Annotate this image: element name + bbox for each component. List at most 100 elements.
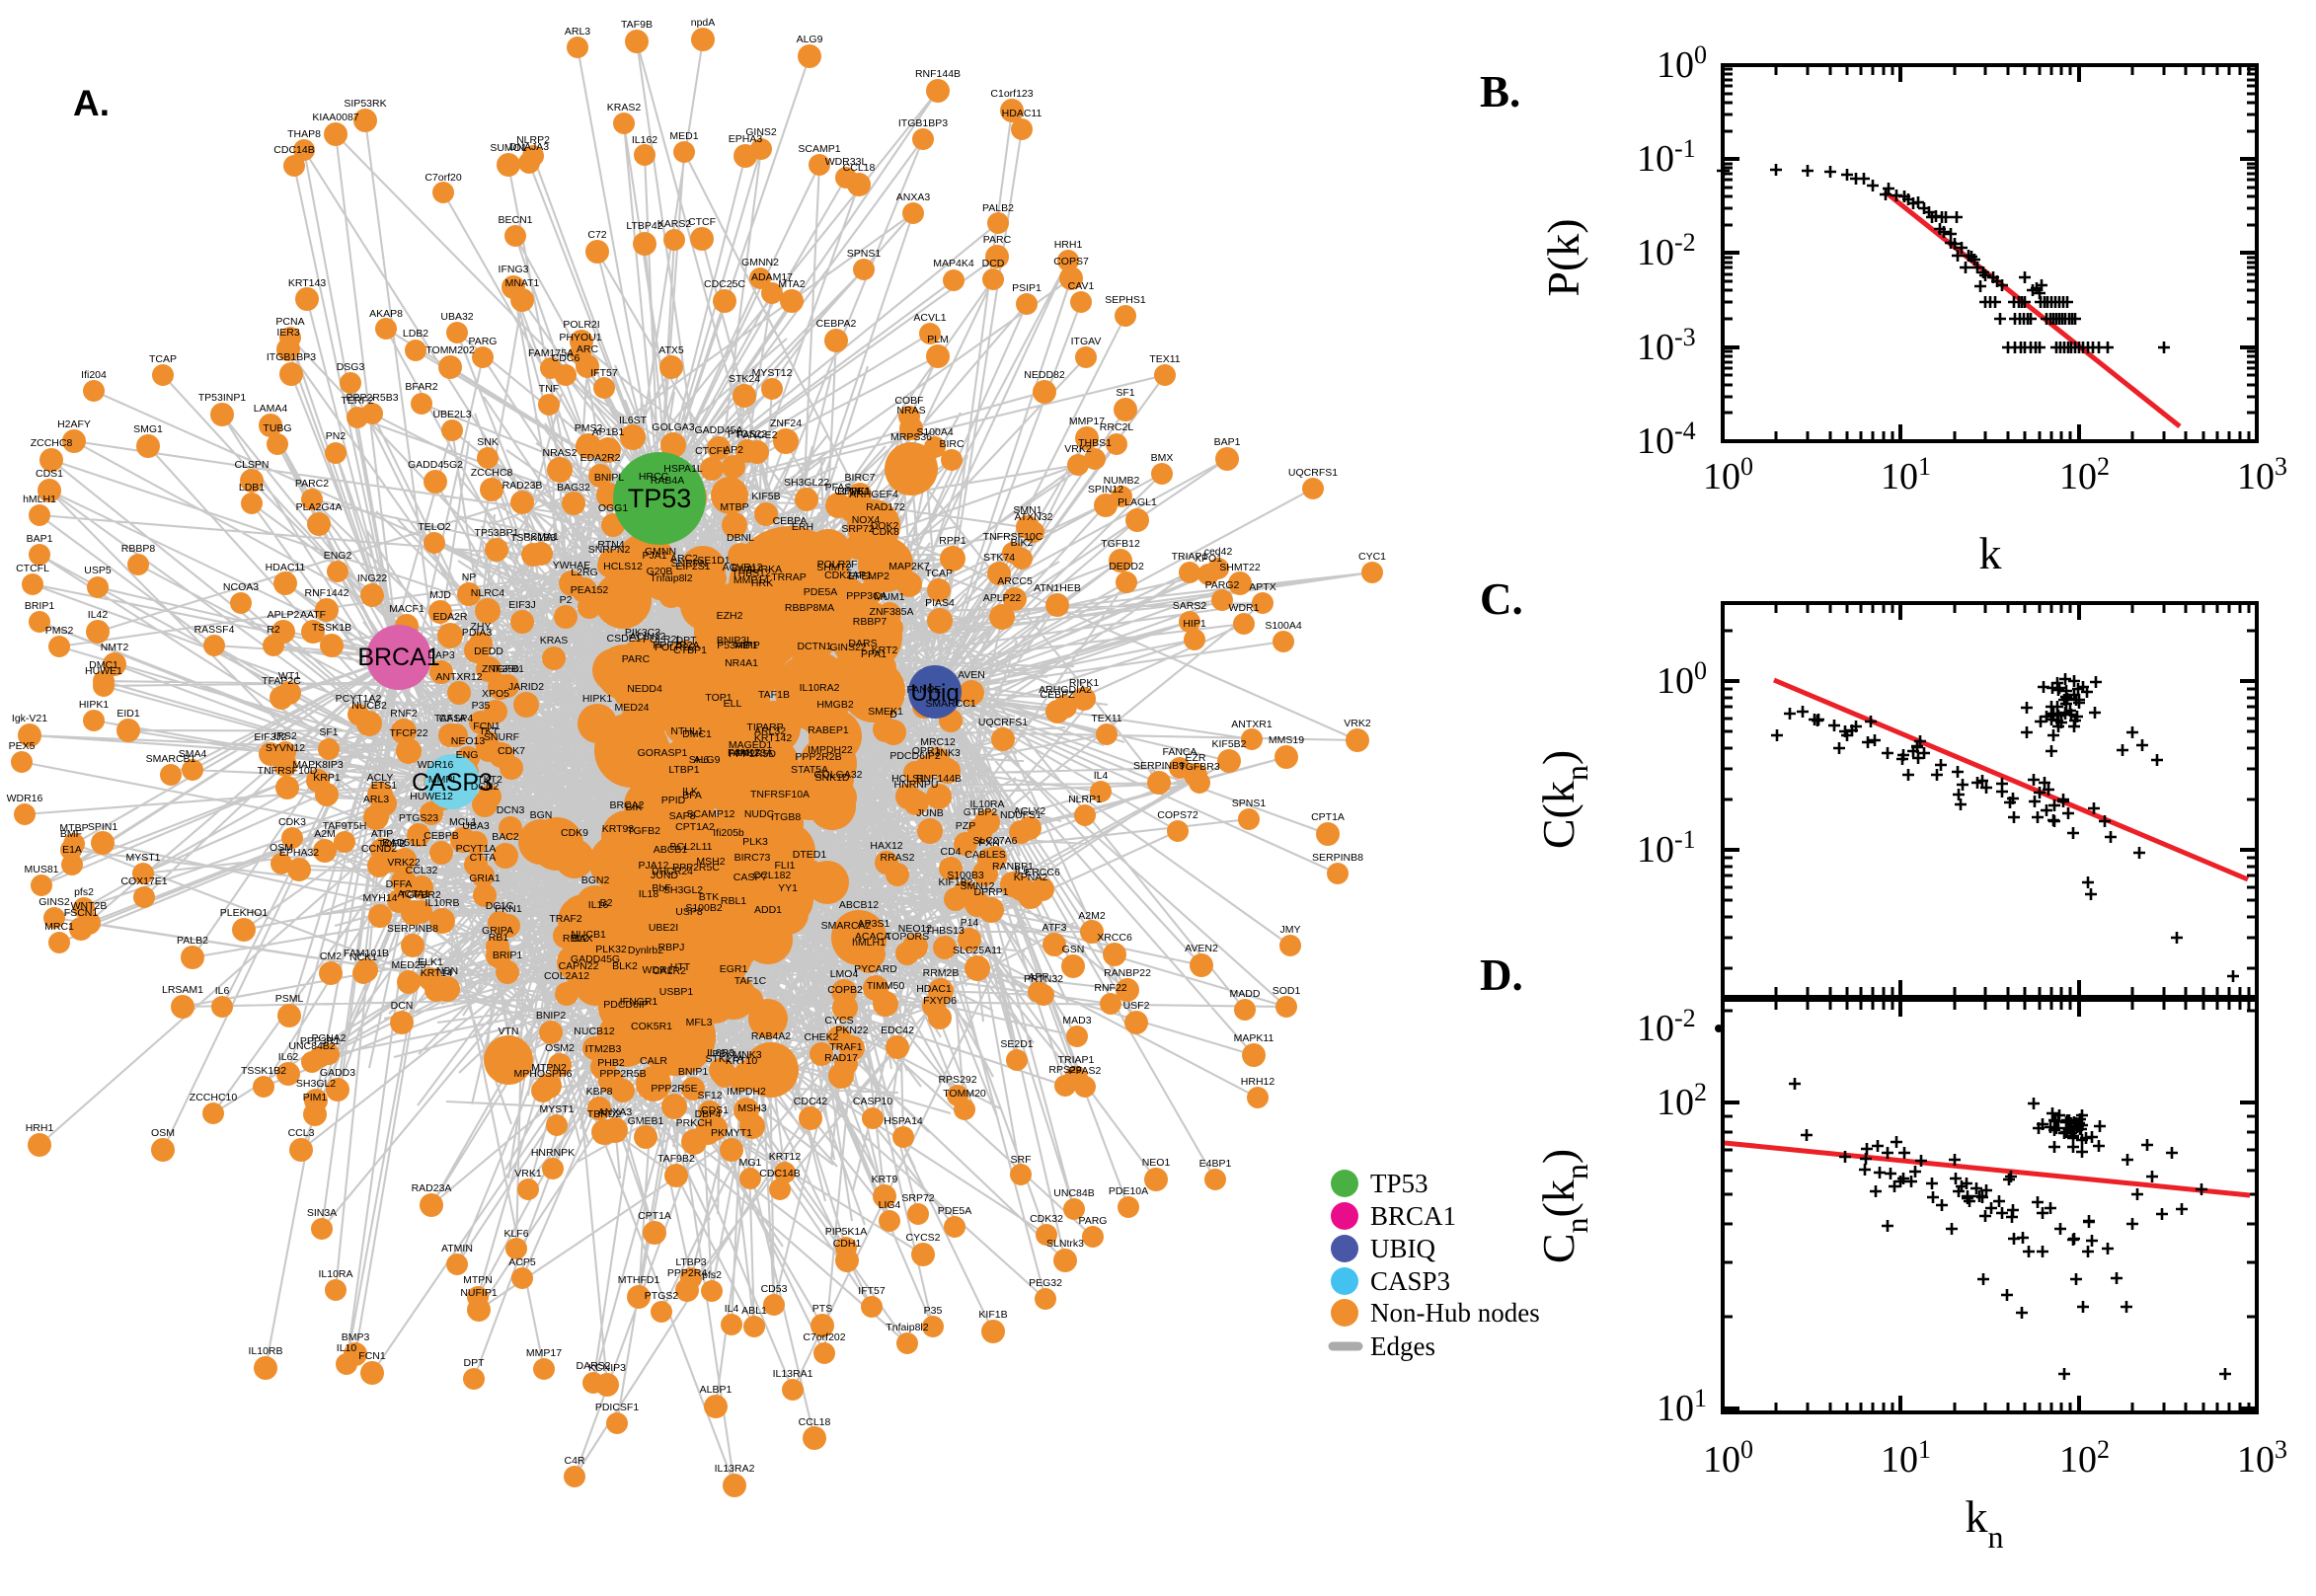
svg-text:IL10RB: IL10RB: [425, 897, 459, 909]
svg-text:AP1B1: AP1B1: [592, 426, 625, 438]
svg-text:TGFBR3: TGFBR3: [1179, 761, 1220, 773]
svg-text:ING22: ING22: [357, 572, 388, 584]
svg-text:PEA152: PEA152: [571, 584, 609, 596]
svg-text:BNIPL: BNIPL: [594, 472, 625, 484]
svg-text:HCLS1: HCLS1: [891, 773, 925, 785]
svg-text:BNIP2: BNIP2: [536, 1010, 567, 1022]
svg-text:RPS292: RPS292: [938, 1074, 976, 1086]
svg-text:RIPK1: RIPK1: [1069, 677, 1100, 689]
svg-text:BIRC7: BIRC7: [845, 472, 876, 484]
svg-text:PKN22: PKN22: [835, 1025, 868, 1036]
svg-text:CAPN22: CAPN22: [559, 960, 599, 972]
svg-text:MAP4K4: MAP4K4: [933, 258, 974, 269]
svg-text:PTS: PTS: [812, 1303, 832, 1315]
svg-text:NDUFS1: NDUFS1: [1000, 809, 1042, 821]
svg-text:JAK2: JAK2: [734, 747, 759, 759]
svg-text:ZNF385A: ZNF385A: [870, 606, 914, 618]
svg-text:MAPK8IP3: MAPK8IP3: [292, 759, 344, 771]
svg-text:Ifi204: Ifi204: [81, 369, 107, 381]
svg-text:EZR: EZR: [1186, 752, 1206, 764]
svg-text:BFAR2: BFAR2: [405, 381, 437, 393]
svg-text:PEX5: PEX5: [9, 740, 36, 752]
svg-text:ANXA3: ANXA3: [896, 191, 931, 203]
svg-text:PALB2: PALB2: [177, 935, 208, 947]
svg-text:SEPHS1: SEPHS1: [1105, 294, 1146, 306]
svg-text:RANBP1: RANBP1: [992, 861, 1034, 873]
svg-text:DOK2: DOK2: [871, 520, 899, 532]
svg-text:CASP10: CASP10: [853, 1096, 892, 1107]
svg-text:HUWE12: HUWE12: [410, 791, 453, 802]
svg-text:DCN3: DCN3: [497, 804, 525, 816]
svg-text:PBK: PBK: [712, 1048, 733, 1060]
svg-text:HUWE1: HUWE1: [85, 665, 122, 677]
svg-text:MMPL: MMPL: [428, 774, 458, 786]
svg-text:ANXA3: ANXA3: [598, 1106, 633, 1118]
svg-text:JARID2: JARID2: [508, 681, 544, 693]
svg-text:GSN: GSN: [1062, 944, 1085, 955]
svg-text:THBS12: THBS12: [732, 568, 771, 579]
svg-text:TCAP: TCAP: [925, 568, 953, 579]
svg-text:IL10RA: IL10RA: [969, 798, 1004, 810]
svg-text:DCN: DCN: [391, 1000, 414, 1012]
svg-text:AKAP8: AKAP8: [369, 308, 403, 320]
svg-text:ZCCHC8: ZCCHC8: [31, 437, 73, 449]
svg-text:10-2: 10-2: [1637, 228, 1696, 273]
svg-text:EIF2S1: EIF2S1: [675, 561, 710, 572]
svg-text:TRAF2: TRAF2: [549, 913, 581, 925]
svg-text:FANCA: FANCA: [1162, 746, 1197, 758]
svg-text:PFAS2: PFAS2: [1069, 1065, 1102, 1077]
svg-text:TUBG: TUBG: [263, 422, 291, 434]
svg-text:CDH1: CDH1: [833, 1238, 862, 1250]
svg-text:FAM173A: FAM173A: [728, 747, 773, 759]
svg-text:JNK3: JNK3: [935, 747, 961, 759]
svg-text:BAX: BAX: [572, 933, 592, 945]
svg-text:PTGS23: PTGS23: [399, 812, 438, 824]
svg-text:APTX: APTX: [1249, 581, 1275, 593]
svg-text:PJA1: PJA1: [642, 550, 666, 562]
svg-text:IL162: IL162: [632, 134, 657, 146]
svg-text:C7orf202: C7orf202: [803, 1331, 845, 1343]
svg-text:FANCE: FANCE: [906, 684, 941, 696]
svg-text:IL18: IL18: [639, 888, 659, 900]
svg-text:MRC12: MRC12: [920, 736, 956, 748]
svg-text:PXN: PXN: [978, 837, 1000, 849]
svg-text:CYCS: CYCS: [824, 1015, 853, 1026]
svg-text:CPT1A: CPT1A: [638, 1210, 671, 1222]
svg-text:EZH2: EZH2: [717, 610, 743, 622]
svg-text:TP53BP1: TP53BP1: [475, 527, 519, 539]
svg-text:NMT2: NMT2: [101, 642, 129, 653]
svg-text:CTCFL: CTCFL: [695, 445, 729, 457]
svg-text:EDC42: EDC42: [881, 1025, 914, 1036]
svg-text:DPT: DPT: [676, 635, 698, 646]
svg-text:SE1D1: SE1D1: [697, 555, 730, 567]
svg-text:NLRP2: NLRP2: [516, 134, 550, 146]
svg-text:CSDE1: CSDE1: [606, 633, 641, 645]
svg-text:AVEN2: AVEN2: [1185, 943, 1218, 954]
svg-text:LMO4: LMO4: [830, 968, 859, 980]
svg-text:PCYT1A: PCYT1A: [456, 843, 497, 855]
svg-text:CTTA: CTTA: [470, 852, 497, 864]
svg-text:FLI1: FLI1: [774, 860, 795, 872]
svg-text:DSG3: DSG3: [337, 361, 365, 373]
svg-text:SCAMP12: SCAMP12: [686, 808, 734, 820]
svg-text:IL4: IL4: [1094, 770, 1109, 782]
svg-text:CABLES: CABLES: [965, 849, 1005, 861]
svg-text:EDA2R: EDA2R: [432, 611, 467, 623]
svg-text:CDK2AP1: CDK2AP1: [824, 570, 872, 581]
svg-text:PIK3C3: PIK3C3: [625, 627, 660, 639]
svg-text:NBN: NBN: [436, 965, 458, 977]
svg-text:WDR16: WDR16: [7, 793, 43, 804]
svg-text:USP5: USP5: [84, 565, 112, 576]
svg-text:ATN1HEB: ATN1HEB: [1034, 582, 1081, 594]
svg-text:CCND2: CCND2: [361, 843, 397, 855]
svg-text:MTA2: MTA2: [778, 278, 805, 290]
svg-text:A.: A.: [73, 83, 110, 123]
svg-text:ATIP: ATIP: [371, 828, 394, 840]
svg-text:TEX11: TEX11: [1091, 713, 1121, 724]
svg-text:IL6: IL6: [1015, 865, 1030, 876]
svg-text:USF2: USF2: [1123, 1000, 1150, 1012]
svg-text:EDA2R2: EDA2R2: [580, 452, 621, 464]
svg-text:TSSK1B: TSSK1B: [312, 622, 351, 634]
svg-text:IL4: IL4: [725, 1303, 739, 1315]
svg-text:TOPB: TOPB: [378, 838, 406, 850]
